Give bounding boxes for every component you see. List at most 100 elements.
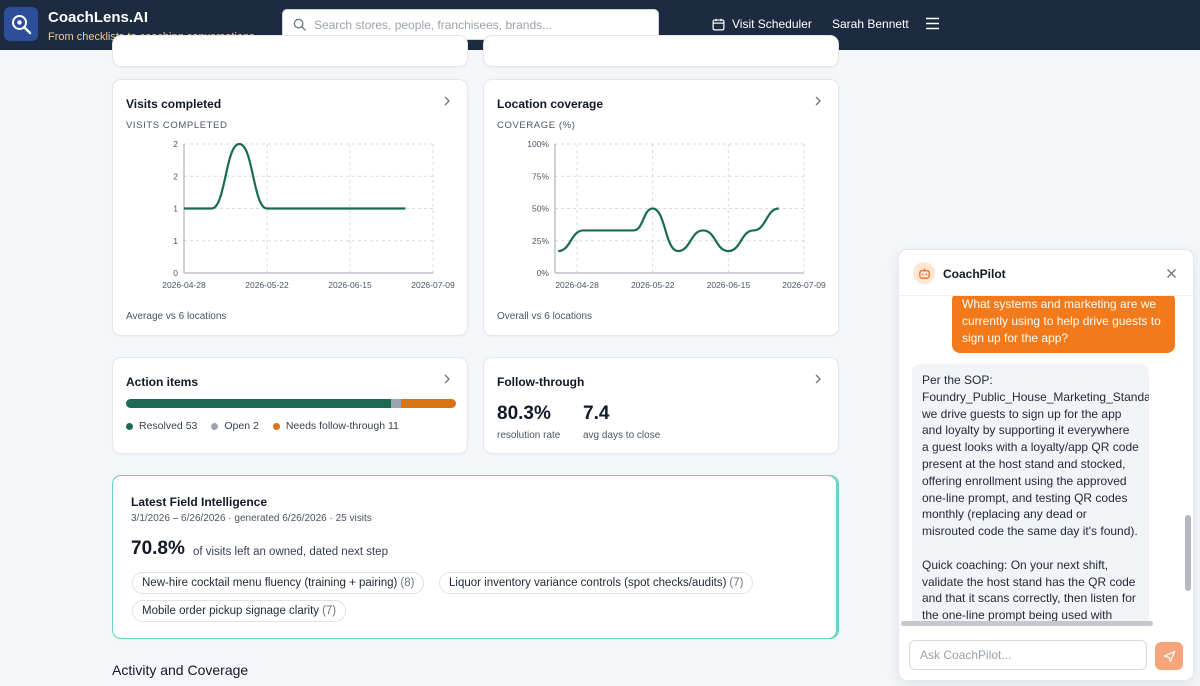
- visit-scheduler-label: Visit Scheduler: [732, 17, 812, 31]
- x-tick-label: 2026-07-09: [782, 280, 826, 290]
- chip-count: (8): [400, 577, 415, 589]
- x-tick-label: 2026-04-28: [555, 280, 599, 290]
- close-icon: [1167, 269, 1176, 278]
- chip-label: New-hire cocktail menu fluency (training…: [142, 577, 398, 589]
- send-button[interactable]: [1155, 642, 1183, 670]
- vertical-scrollbar[interactable]: [1185, 515, 1191, 591]
- field-intel-title: Latest Field Intelligence: [131, 495, 268, 509]
- y-tick-label: 50%: [532, 204, 549, 214]
- legend-open: Open 2: [211, 420, 259, 432]
- send-icon: [1163, 650, 1175, 662]
- legend-dot: [211, 422, 219, 430]
- card-footer: Overall vs 6 locations: [497, 311, 593, 322]
- card-partial-left: [112, 35, 468, 67]
- chart-subtitle: COVERAGE (%): [497, 120, 576, 131]
- bot-message-bubble: Per the SOP: Foundry_Public_House_Market…: [912, 364, 1149, 621]
- resolution-rate-value: 80.3%: [497, 403, 551, 424]
- follow-through-card[interactable]: Follow-through 80.3% resolution rate 7.4…: [483, 357, 839, 454]
- bot-avatar: [913, 262, 935, 284]
- coachpilot-title: CoachPilot: [943, 267, 1006, 281]
- y-tick-label: 0%: [537, 268, 550, 278]
- x-tick-label: 2026-07-09: [411, 280, 455, 290]
- coverage-line-chart: 0% 25% 50% 75% 100% 2026-04-28 2026-05-22 2026-…: [527, 139, 826, 290]
- chip-count: (7): [322, 605, 337, 617]
- lens-icon: [12, 15, 32, 35]
- brand-logo[interactable]: [4, 7, 38, 41]
- x-tick-label: 2026-06-15: [328, 280, 372, 290]
- legend-dot: [126, 422, 133, 430]
- section-heading: Activity and Coverage: [112, 662, 249, 678]
- chevron-right-icon[interactable]: [813, 373, 823, 385]
- field-intelligence-card: Latest Field Intelligence 3/1/2026 – 6/2…: [112, 475, 839, 639]
- chat-messages[interactable]: What systems and marketing are we curren…: [899, 296, 1193, 621]
- chevron-right-icon[interactable]: [442, 373, 452, 385]
- needs-follow-through-segment: [401, 399, 456, 408]
- insight-chip[interactable]: Liquor inventory variance controls (spot…: [439, 572, 754, 594]
- open-segment: [391, 399, 401, 408]
- action-items-legend: Resolved 53 Open 2 Needs follow-through …: [126, 420, 399, 432]
- horizontal-scrollbar[interactable]: [901, 621, 1153, 626]
- menu-icon: [926, 17, 939, 30]
- next-step-percentage: 70.8%: [131, 538, 185, 559]
- y-tick-label: 1: [173, 236, 178, 246]
- visits-line-chart: 0 1 1 2 2 2026-04-28 2026-05-22 2026-06-15 2026-…: [162, 139, 455, 290]
- y-tick-label: 2: [173, 139, 178, 149]
- card-title: Action items: [126, 375, 199, 389]
- search-input[interactable]: [314, 17, 634, 32]
- chip-count: (7): [729, 577, 744, 589]
- search-icon: [293, 18, 306, 31]
- y-tick-label: 75%: [532, 171, 549, 181]
- action-items-progress-bar: [126, 399, 456, 408]
- y-tick-label: 100%: [527, 139, 549, 149]
- coachpilot-header: CoachPilot: [899, 250, 1193, 296]
- user-message-bubble: What systems and marketing are we curren…: [952, 296, 1175, 353]
- legend-dot: [272, 422, 280, 430]
- chevron-right-icon[interactable]: [813, 95, 823, 107]
- chip-label: Liquor inventory variance controls (spot…: [449, 577, 727, 589]
- series-line: [557, 207, 779, 253]
- robot-icon: [918, 267, 930, 279]
- x-tick-label: 2026-05-22: [245, 280, 289, 290]
- x-tick-label: 2026-06-15: [707, 280, 751, 290]
- location-coverage-card[interactable]: Location coverage COVERAGE (%) 0% 25% 50% 7…: [483, 79, 839, 336]
- action-items-card[interactable]: Action items Resolved 53 Open 2 Needs fo…: [112, 357, 468, 454]
- chat-input[interactable]: [909, 640, 1147, 670]
- field-intel-meta: 3/1/2026 – 6/26/2026 · generated 6/26/20…: [131, 513, 372, 524]
- legend-needs: Needs follow-through 11: [272, 420, 399, 432]
- insight-chip[interactable]: New-hire cocktail menu fluency (training…: [132, 572, 425, 594]
- chevron-right-icon[interactable]: [442, 95, 452, 107]
- y-tick-label: 0: [173, 268, 178, 278]
- legend-label: Open 2: [224, 420, 259, 432]
- resolved-segment: [126, 399, 391, 408]
- hamburger-menu-button[interactable]: [925, 17, 940, 35]
- chart-subtitle: VISITS COMPLETED: [126, 120, 228, 131]
- y-tick-label: 2: [173, 171, 178, 181]
- card-title: Follow-through: [497, 375, 585, 389]
- card-partial-right: [483, 35, 839, 67]
- avg-days-label: avg days to close: [583, 430, 661, 441]
- card-title: Location coverage: [497, 97, 604, 111]
- coachpilot-panel: CoachPilot What systems and marketing ar…: [898, 249, 1194, 681]
- resolution-rate-label: resolution rate: [497, 430, 561, 441]
- card-title: Visits completed: [126, 97, 222, 111]
- visits-completed-card[interactable]: Visits completed VISITS COMPLETED 0 1 1 2 2 2…: [112, 79, 468, 336]
- close-chat-button[interactable]: [1166, 266, 1177, 284]
- avg-days-value: 7.4: [583, 403, 610, 424]
- x-tick-label: 2026-04-28: [162, 280, 206, 290]
- chip-label: Mobile order pickup signage clarity: [142, 605, 320, 617]
- series-line: [184, 142, 406, 210]
- legend-label: Resolved 53: [139, 420, 198, 432]
- user-menu[interactable]: Sarah Bennett: [832, 17, 909, 31]
- legend-resolved: Resolved 53: [126, 420, 197, 432]
- brand-title: CoachLens.AI: [48, 9, 149, 26]
- y-tick-label: 25%: [532, 236, 549, 246]
- visit-scheduler-link[interactable]: Visit Scheduler: [712, 17, 812, 31]
- next-step-description: of visits left an owned, dated next step: [193, 546, 388, 558]
- x-tick-label: 2026-05-22: [631, 280, 675, 290]
- legend-label: Needs follow-through 11: [285, 420, 399, 432]
- insight-chip[interactable]: Mobile order pickup signage clarity (7): [132, 600, 347, 622]
- calendar-icon: [712, 18, 725, 30]
- y-tick-label: 1: [173, 204, 178, 214]
- global-search[interactable]: [282, 9, 659, 40]
- card-footer: Average vs 6 locations: [126, 311, 227, 322]
